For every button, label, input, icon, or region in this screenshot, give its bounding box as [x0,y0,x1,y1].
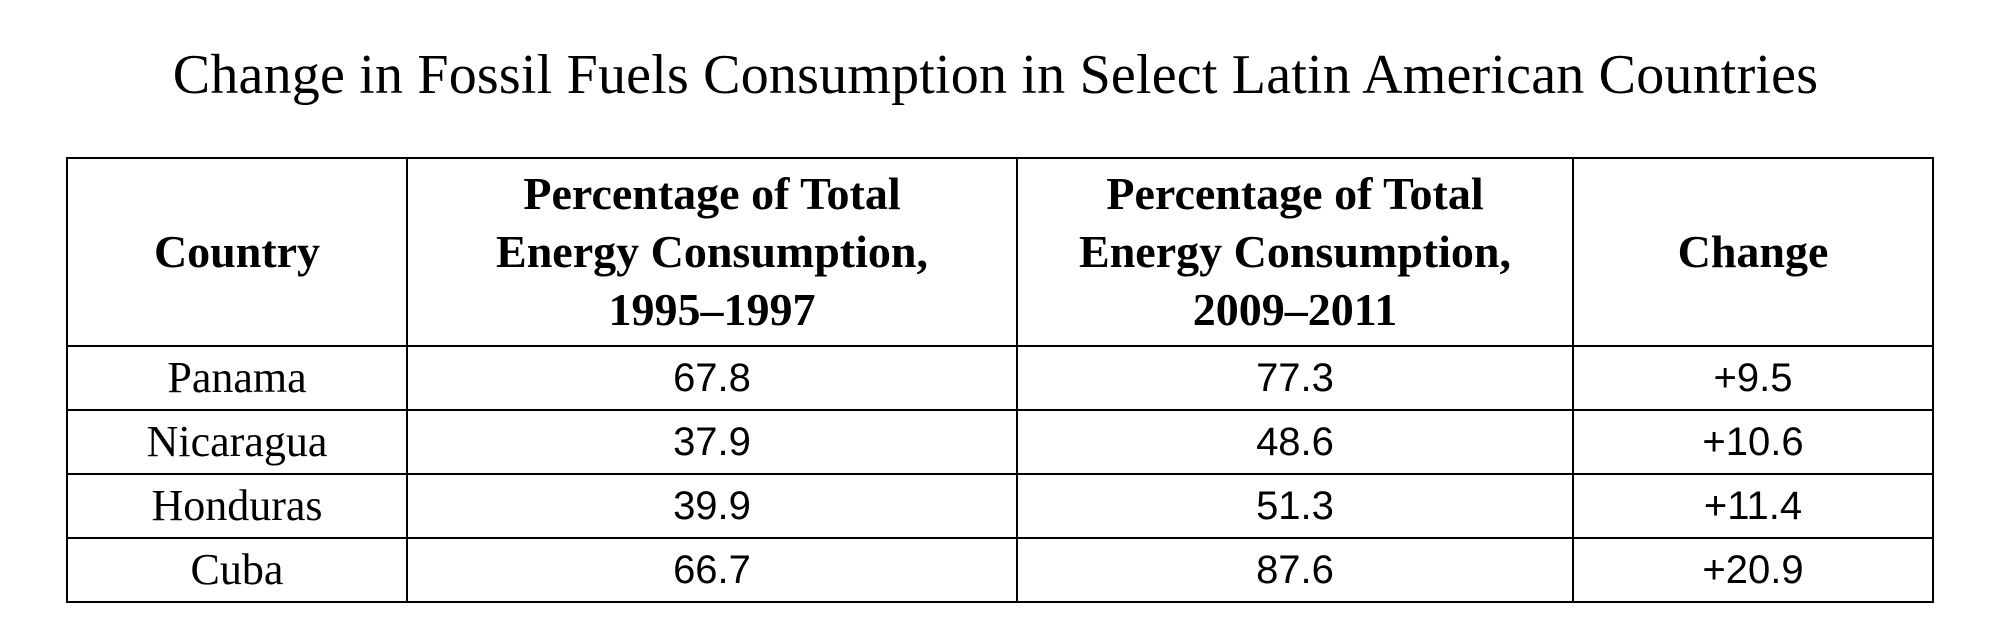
pct-1995-1997-cell: 67.8 [406,345,1018,411]
header-change-label: Change [1677,226,1829,277]
header-pct-1995-1997: Percentage of Total Energy Consumption, … [406,157,1018,347]
change-cell: +9.5 [1572,345,1934,411]
header-pct-2009-2011: Percentage of Total Energy Consumption, … [1016,157,1574,347]
pct-2009-2011-cell: 77.3 [1016,345,1574,411]
table-row: Nicaragua 37.9 48.6 +10.6 [66,409,1934,475]
country-cell: Cuba [66,537,408,603]
pct-2009-2011-cell: 87.6 [1016,537,1574,603]
data-table: Country Percentage of Total Energy Consu… [66,157,1934,603]
change-cell: +20.9 [1572,537,1934,603]
table-row: Panama 67.8 77.3 +9.5 [66,345,1934,411]
table-row: Cuba 66.7 87.6 +20.9 [66,537,1934,603]
table-row: Honduras 39.9 51.3 +11.4 [66,473,1934,539]
header-line: 2009–2011 [1192,284,1398,335]
header-line: Energy Consumption, [496,226,928,277]
data-table-container: Country Percentage of Total Energy Consu… [66,157,1934,603]
header-country: Country [66,157,408,347]
header-line: Energy Consumption, [1079,226,1511,277]
header-country-label: Country [153,226,321,277]
country-cell: Nicaragua [66,409,408,475]
country-cell: Panama [66,345,408,411]
pct-2009-2011-cell: 48.6 [1016,409,1574,475]
change-cell: +10.6 [1572,409,1934,475]
change-cell: +11.4 [1572,473,1934,539]
pct-2009-2011-cell: 51.3 [1016,473,1574,539]
country-cell: Honduras [66,473,408,539]
header-change: Change [1572,157,1934,347]
pct-1995-1997-cell: 37.9 [406,409,1018,475]
header-line: Percentage of Total [523,168,901,219]
pct-1995-1997-cell: 66.7 [406,537,1018,603]
header-line: Percentage of Total [1106,168,1484,219]
header-line: 1995–1997 [608,284,816,335]
pct-1995-1997-cell: 39.9 [406,473,1018,539]
chart-title: Change in Fossil Fuels Consumption in Se… [172,44,1819,106]
header-row: Country Percentage of Total Energy Consu… [66,157,1934,347]
